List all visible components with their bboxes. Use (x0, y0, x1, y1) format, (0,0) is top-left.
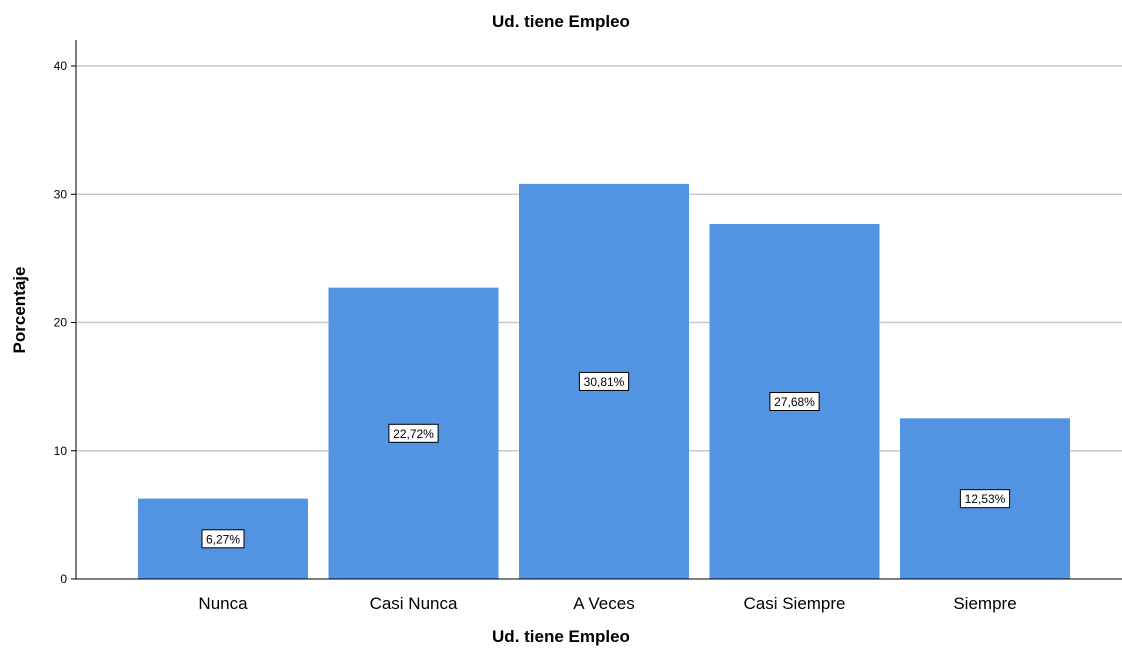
x-tick-label: Siempre (953, 594, 1016, 613)
x-axis-label: Ud. tiene Empleo (492, 627, 630, 646)
data-label: 30,81% (584, 375, 625, 389)
data-labels: 6,27% 22,72% 30,81% 27,68% 12,53% (201, 371, 1011, 549)
axes: 0 10 20 30 40 Nunca Casi Nunca A Veces Casi Siem… (54, 40, 1122, 613)
data-label-box (578, 371, 630, 391)
data-label: 22,72% (393, 427, 434, 441)
y-tick-label: 20 (54, 316, 68, 330)
y-tick-label: 40 (54, 59, 68, 73)
x-tick-label: Casi Nunca (370, 594, 458, 613)
data-label-box (201, 529, 245, 549)
data-label: 6,27% (206, 532, 240, 546)
y-tick-label: 10 (54, 444, 68, 458)
x-tick-label: Nunca (198, 594, 248, 613)
data-label-box (769, 392, 820, 412)
bars (138, 183, 1070, 579)
data-label: 12,53% (965, 492, 1006, 506)
x-tick-label: Casi Siempre (743, 594, 845, 613)
x-tick-label: A Veces (573, 594, 634, 613)
data-label-box (959, 489, 1011, 509)
chart-title: Ud. tiene Empleo (492, 12, 630, 31)
data-label: 27,68% (774, 395, 815, 409)
y-tick-label: 30 (54, 187, 68, 201)
y-tick-label: 0 (60, 572, 67, 586)
data-label-box (388, 423, 439, 443)
